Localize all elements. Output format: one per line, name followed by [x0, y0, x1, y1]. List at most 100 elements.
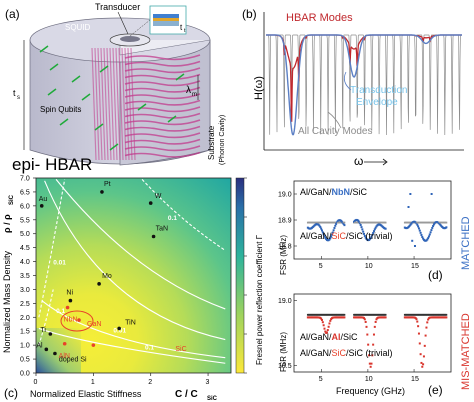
- panel-e-ticks: 5 10 15 18.5 19.0: [278, 298, 419, 383]
- y-tick-label: 19.0: [278, 298, 292, 305]
- wave-stripe: [124, 93, 201, 100]
- ts-label: t: [13, 88, 16, 98]
- wave-stripe: [109, 47, 115, 161]
- device-point: [421, 235, 424, 238]
- cavity-mode-line: [266, 34, 462, 136]
- y-tick-label: 2.0: [20, 315, 30, 322]
- x-tick-label: 1: [91, 379, 95, 386]
- device-point: [420, 234, 423, 237]
- device-point: [331, 231, 334, 234]
- contour-line: [141, 179, 226, 251]
- material-label: Au: [39, 196, 48, 203]
- device-point: [324, 236, 327, 239]
- device-point: [368, 238, 371, 241]
- panel-e-points: [306, 313, 448, 368]
- trivial-point: [445, 313, 448, 316]
- device-point: [419, 353, 422, 356]
- device-point: [438, 223, 441, 226]
- y-tick-label: 5.0: [20, 231, 30, 238]
- material-point: [53, 351, 57, 356]
- wave-stripe: [124, 54, 201, 61]
- material-label: TiN: [125, 319, 136, 326]
- contour-line: [41, 300, 226, 359]
- wave-stripe: [91, 47, 97, 161]
- device-point: [426, 238, 429, 241]
- device-point: [359, 224, 362, 227]
- device-point: [323, 235, 326, 238]
- device-point: [416, 320, 419, 323]
- device-point: [324, 330, 327, 333]
- device-point: [334, 224, 337, 227]
- wave-stripe: [124, 60, 201, 67]
- wave-stripe: [115, 47, 121, 161]
- device-point: [322, 233, 325, 236]
- panel-e-top-text: Al/GaN/Al/SiC: [300, 332, 358, 342]
- panel-c-label: (c): [4, 386, 18, 400]
- panel-e: FSR (MHz) 5 10 15 18.5 19.0 Al/GaN/Al/SiC Al…: [278, 293, 472, 397]
- device-point: [427, 237, 430, 240]
- material-point: [97, 282, 101, 286]
- wave-stripe: [124, 47, 130, 161]
- x-tick-label: 2: [148, 379, 152, 386]
- device-point: [366, 333, 369, 336]
- y-tick-label: 0.0: [20, 371, 30, 378]
- heatmap-ticks: 0 1 2 3 0.0 0.5 1.0 1.5 2.0 2.5 3.0 3.5 4.0 4.5 5.0 5.5…: [20, 176, 210, 387]
- device-point: [363, 234, 366, 237]
- device-point: [445, 316, 448, 319]
- transduction-envelope-curve: [266, 34, 462, 136]
- hbar-modes-label: HBAR Modes: [286, 12, 353, 24]
- device-point: [422, 363, 425, 366]
- device-point: [365, 325, 368, 328]
- material-label: AlN: [59, 353, 70, 360]
- device-point: [421, 365, 424, 368]
- wave-stripe: [124, 73, 201, 80]
- wave-stripe: [118, 47, 124, 161]
- trivial-point: [384, 221, 387, 224]
- contour-lines: 0.1 0.01 0.1 0.01 0.1: [38, 179, 226, 364]
- outlier-point: [407, 206, 410, 208]
- envelope-label: Envelope: [356, 97, 398, 108]
- device-point: [417, 227, 420, 230]
- device-point: [416, 223, 419, 226]
- device-point: [320, 317, 323, 320]
- device-point: [360, 226, 363, 229]
- panel-c-ylabel-frac: ρ / ρ: [2, 214, 12, 233]
- device-point: [364, 320, 367, 323]
- device-point: [414, 317, 417, 320]
- y-tick-label: 5.5: [20, 217, 30, 224]
- panel-c-xlabel-frac: C / C: [175, 389, 198, 400]
- device-point: [330, 235, 333, 238]
- device-point: [332, 229, 335, 232]
- outlier-point: [430, 193, 433, 195]
- svg-text:t: t: [180, 23, 183, 32]
- device-point: [371, 354, 374, 357]
- y-tick-label: 4.5: [20, 245, 30, 252]
- y-tick-label: 18.8: [278, 244, 292, 251]
- material-label: SiC: [175, 346, 186, 353]
- device-point: [384, 227, 387, 230]
- device-point: [418, 229, 421, 232]
- trivial-point: [384, 313, 387, 316]
- y-tick-label: 4.0: [20, 259, 30, 266]
- transduction-label: Transduction: [350, 85, 407, 96]
- y-tick-label: 19.0: [278, 192, 292, 199]
- svg-text:m: m: [192, 92, 197, 98]
- y-tick-label: 2.5: [20, 301, 30, 308]
- device-point: [371, 233, 374, 236]
- device-point: [375, 318, 378, 321]
- device-point: [370, 235, 373, 238]
- device-point: [428, 233, 431, 236]
- device-point: [369, 365, 372, 368]
- device-point: [320, 229, 323, 232]
- x-tick-label: 15: [411, 376, 419, 383]
- x-tick-label: 15: [411, 263, 419, 270]
- device-point: [321, 231, 324, 234]
- panel-c-ylabel: Normalized Mass Density: [2, 250, 12, 353]
- material-point: [65, 305, 70, 310]
- device-point: [384, 316, 387, 319]
- matched-label: MATCHED: [460, 216, 472, 270]
- device-point: [342, 222, 345, 225]
- device-point: [425, 326, 428, 329]
- device-point: [320, 318, 323, 321]
